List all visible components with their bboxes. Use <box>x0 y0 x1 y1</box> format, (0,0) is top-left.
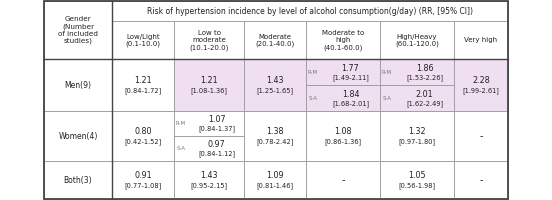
Text: [1.49-2.11]: [1.49-2.11] <box>332 74 369 80</box>
Text: 1.86: 1.86 <box>416 64 433 73</box>
Bar <box>112 21 174 59</box>
Text: 2.01: 2.01 <box>416 90 433 99</box>
Text: 1.21: 1.21 <box>134 76 152 85</box>
Bar <box>306 59 380 85</box>
Text: 1.77: 1.77 <box>342 64 359 73</box>
Bar <box>44 1 508 199</box>
Text: Risk of hypertension incidence by level of alcohol consumption(g/day) (RR, [95% : Risk of hypertension incidence by level … <box>147 7 473 16</box>
Bar <box>44 1 112 59</box>
Bar <box>306 85 380 111</box>
Text: [1.08-1.36]: [1.08-1.36] <box>190 87 227 94</box>
Bar <box>112 111 174 161</box>
Bar <box>454 111 508 161</box>
Bar <box>380 59 454 85</box>
Text: Very high: Very high <box>464 37 497 43</box>
Text: S·A: S·A <box>309 96 317 100</box>
Bar <box>306 161 380 199</box>
Bar <box>380 85 454 111</box>
Bar <box>380 161 454 199</box>
Text: 1.38: 1.38 <box>266 127 284 136</box>
Text: Low/Light
(0.1-10.0): Low/Light (0.1-10.0) <box>125 34 161 47</box>
Text: 1.84: 1.84 <box>342 90 359 99</box>
Text: Low to
moderate
(10.1-20.0): Low to moderate (10.1-20.0) <box>189 30 229 50</box>
Text: Gender
(Number
of included
studies): Gender (Number of included studies) <box>58 16 98 44</box>
Text: [1.25-1.65]: [1.25-1.65] <box>257 87 294 94</box>
Text: Moderate
(20.1-40.0): Moderate (20.1-40.0) <box>256 34 295 47</box>
Bar <box>174 161 244 199</box>
Bar <box>112 161 174 199</box>
Text: 1.43: 1.43 <box>200 171 217 180</box>
Bar <box>244 111 306 161</box>
Text: 1.07: 1.07 <box>208 115 225 124</box>
Text: S·A: S·A <box>177 146 185 151</box>
Text: S·A: S·A <box>383 96 391 100</box>
Text: -: - <box>341 175 345 185</box>
Text: [0.78-2.42]: [0.78-2.42] <box>256 138 294 145</box>
Text: -: - <box>479 131 483 141</box>
Text: [0.42-1.52]: [0.42-1.52] <box>124 138 162 145</box>
Text: [1.99-2.61]: [1.99-2.61] <box>463 87 500 94</box>
Text: [1.68-2.01]: [1.68-2.01] <box>332 100 369 106</box>
Bar <box>44 161 112 199</box>
Bar <box>44 59 112 111</box>
Bar <box>174 111 244 136</box>
Bar <box>112 1 508 21</box>
Text: 1.32: 1.32 <box>408 127 426 136</box>
Text: [0.81-1.46]: [0.81-1.46] <box>257 182 294 188</box>
Bar <box>454 161 508 199</box>
Text: [0.84-1.12]: [0.84-1.12] <box>198 150 235 157</box>
Text: [0.95-2.15]: [0.95-2.15] <box>190 182 227 188</box>
Bar <box>380 111 454 161</box>
Text: Moderate to
high
(40.1-60.0): Moderate to high (40.1-60.0) <box>322 30 364 50</box>
Text: 1.21: 1.21 <box>200 76 218 85</box>
Text: [1.62-2.49]: [1.62-2.49] <box>406 100 443 106</box>
Text: R·M: R·M <box>308 70 318 75</box>
Text: [0.77-1.08]: [0.77-1.08] <box>124 182 162 188</box>
Bar <box>244 21 306 59</box>
Text: Both(3): Both(3) <box>63 175 92 184</box>
Text: [0.84-1.37]: [0.84-1.37] <box>198 125 235 132</box>
Bar <box>244 161 306 199</box>
Bar <box>380 21 454 59</box>
Text: [1.53-2.26]: [1.53-2.26] <box>406 74 443 80</box>
Bar <box>174 21 244 59</box>
Text: 1.05: 1.05 <box>408 171 426 180</box>
Text: [0.86-1.36]: [0.86-1.36] <box>325 138 362 145</box>
Text: 1.43: 1.43 <box>266 76 284 85</box>
Bar <box>112 59 174 111</box>
Text: 0.80: 0.80 <box>134 127 152 136</box>
Text: [0.84-1.72]: [0.84-1.72] <box>124 87 162 94</box>
Text: 1.09: 1.09 <box>266 171 284 180</box>
Bar <box>306 111 380 161</box>
Text: 1.08: 1.08 <box>335 127 352 136</box>
Text: 0.97: 0.97 <box>208 140 225 149</box>
Text: R·M: R·M <box>176 121 186 126</box>
Text: R·M: R·M <box>382 70 392 75</box>
Text: Men(9): Men(9) <box>65 81 92 90</box>
Text: [0.56-1.98]: [0.56-1.98] <box>399 182 436 188</box>
Bar <box>454 59 508 111</box>
Bar <box>44 111 112 161</box>
Bar <box>306 21 380 59</box>
Text: 2.28: 2.28 <box>472 76 490 85</box>
Bar <box>174 136 244 161</box>
Bar <box>454 21 508 59</box>
Text: High/Heavy
(60.1-120.0): High/Heavy (60.1-120.0) <box>395 34 439 47</box>
Bar <box>244 59 306 111</box>
Text: Women(4): Women(4) <box>59 131 98 140</box>
Bar <box>174 59 244 111</box>
Text: 0.91: 0.91 <box>134 171 152 180</box>
Text: -: - <box>479 175 483 185</box>
Text: [0.97-1.80]: [0.97-1.80] <box>399 138 436 145</box>
